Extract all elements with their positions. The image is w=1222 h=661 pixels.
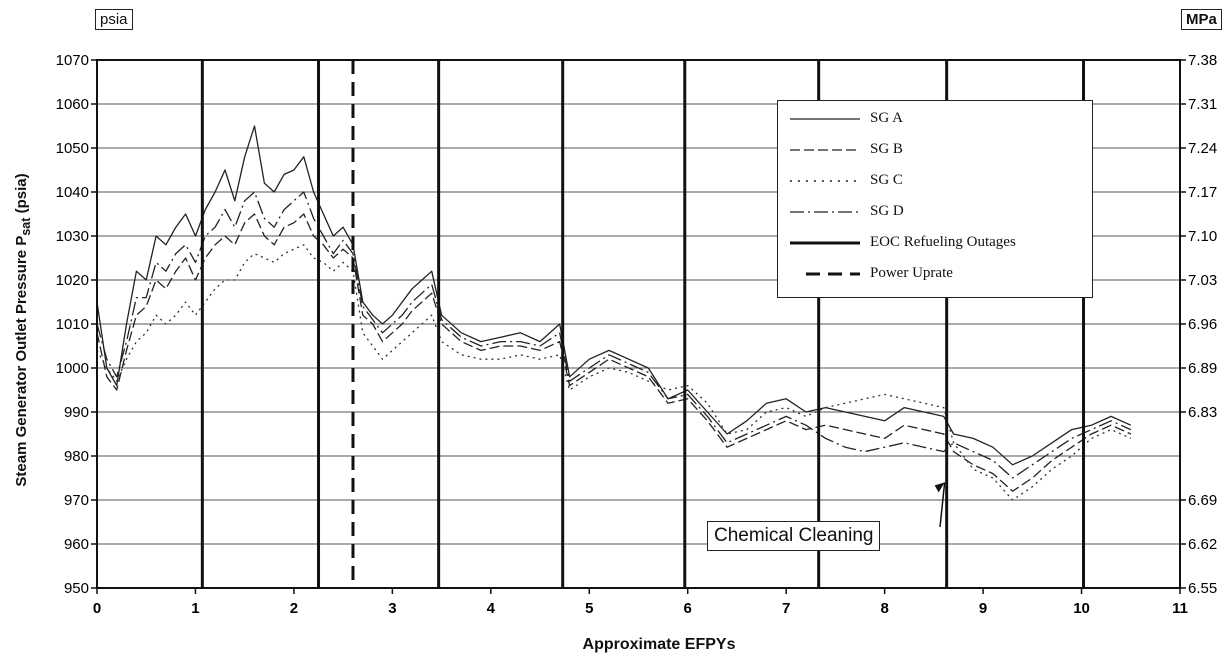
x-tick-label: 5 — [585, 600, 593, 617]
right-tick-label: 7.03 — [1188, 272, 1217, 289]
y-tick-label: 1010 — [56, 316, 89, 333]
x-tick-label: 8 — [880, 600, 888, 617]
legend: SG A SG B SG C SG D EOC Refueling Outage… — [777, 100, 1093, 298]
chemical-cleaning-label: Chemical Cleaning — [707, 521, 881, 551]
legend-label-sg-c: SG C — [870, 172, 903, 188]
legend-label-power-uprate: Power Uprate — [870, 265, 953, 281]
right-tick-label: 6.62 — [1188, 536, 1217, 553]
y-axis-title-main: Steam Generator Outlet Pressure P — [13, 235, 30, 487]
right-tick-label: 7.38 — [1188, 52, 1217, 69]
legend-label-sg-d: SG D — [870, 203, 904, 219]
y-tick-label: 1020 — [56, 272, 89, 289]
legend-label-sg-b: SG B — [870, 141, 903, 157]
annotation-arrow-head — [934, 482, 945, 493]
x-tick-label: 2 — [290, 600, 298, 617]
legend-swatch-power-uprate — [806, 272, 860, 276]
annotation-arrow — [934, 482, 946, 528]
right-tick-label: 7.17 — [1188, 184, 1217, 201]
y-tick-label: 1040 — [56, 184, 89, 201]
legend-swatch-sg-c — [790, 180, 860, 182]
right-tick-label: 6.89 — [1188, 360, 1217, 377]
right-tick-label: 7.10 — [1188, 228, 1217, 245]
right-tick-label: 6.96 — [1188, 316, 1217, 333]
y-tick-label: 1060 — [56, 96, 89, 113]
right-tick-label: 7.24 — [1188, 140, 1217, 157]
legend-swatch-eoc-refueling-outages — [790, 241, 860, 245]
x-tick-label: 10 — [1073, 600, 1090, 617]
left-unit-label: psia — [95, 9, 133, 30]
x-tick-label: 0 — [93, 600, 101, 617]
x-tick-label: 9 — [979, 600, 987, 617]
y-axis-title-tail: (psia) — [13, 173, 30, 218]
legend-swatch-sg-a — [790, 118, 860, 120]
right-unit-label: MPa — [1181, 9, 1222, 30]
series-line-sg-a — [96, 125, 1132, 466]
legend-swatch-sg-b — [790, 149, 860, 151]
y-axis-right: 6.55 6.62 6.69 6.83 6.89 6.96 7.03 7.10 7.17 7.24… — [1180, 52, 1217, 597]
x-tick-label: 7 — [782, 600, 790, 617]
y-tick-label: 1070 — [56, 52, 89, 69]
y-tick-label: 1030 — [56, 228, 89, 245]
series-line-sg-d — [96, 191, 1132, 479]
y-tick-label: 980 — [64, 448, 89, 465]
legend-swatch-sg-d — [790, 211, 860, 213]
x-axis-title: Approximate EFPYs — [582, 636, 736, 653]
right-tick-label: 6.69 — [1188, 492, 1217, 509]
y-tick-label: 990 — [64, 404, 89, 421]
series-layer — [96, 125, 1132, 501]
legend-label-eoc-refueling-outages: EOC Refueling Outages — [870, 234, 1016, 250]
annotation-arrow-shaft — [939, 482, 946, 528]
x-tick-label: 3 — [388, 600, 396, 617]
right-tick-label: 7.31 — [1188, 96, 1217, 113]
y-tick-label: 960 — [64, 536, 89, 553]
y-axis-left: 950 960 970 980 990 1000 1010 1020 1030 1040 1050 1… — [56, 52, 97, 597]
x-tick-label: 6 — [684, 600, 692, 617]
y-axis-title: Steam Generator Outlet Pressure Psat (ps… — [13, 173, 33, 486]
right-tick-label: 6.55 — [1188, 580, 1217, 597]
y-tick-label: 1050 — [56, 140, 89, 157]
x-tick-label: 4 — [487, 600, 496, 617]
y-axis-title-sub: sat — [19, 217, 33, 236]
right-tick-label: 6.83 — [1188, 404, 1217, 421]
y-tick-label: 970 — [64, 492, 89, 509]
y-tick-label: 1000 — [56, 360, 89, 377]
y-tick-label: 950 — [64, 580, 89, 597]
x-tick-label: 11 — [1172, 600, 1188, 617]
x-tick-label: 1 — [191, 600, 199, 617]
legend-label-sg-a: SG A — [870, 110, 903, 126]
x-axis: 0 1 2 3 4 5 6 7 8 9 10 11 — [93, 588, 1188, 617]
